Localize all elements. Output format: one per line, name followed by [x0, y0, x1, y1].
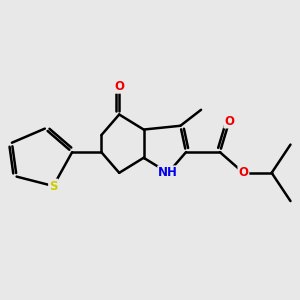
- Text: O: O: [224, 115, 234, 128]
- Text: O: O: [114, 80, 124, 93]
- Text: S: S: [49, 179, 58, 193]
- Text: O: O: [238, 166, 248, 179]
- Text: NH: NH: [158, 166, 178, 179]
